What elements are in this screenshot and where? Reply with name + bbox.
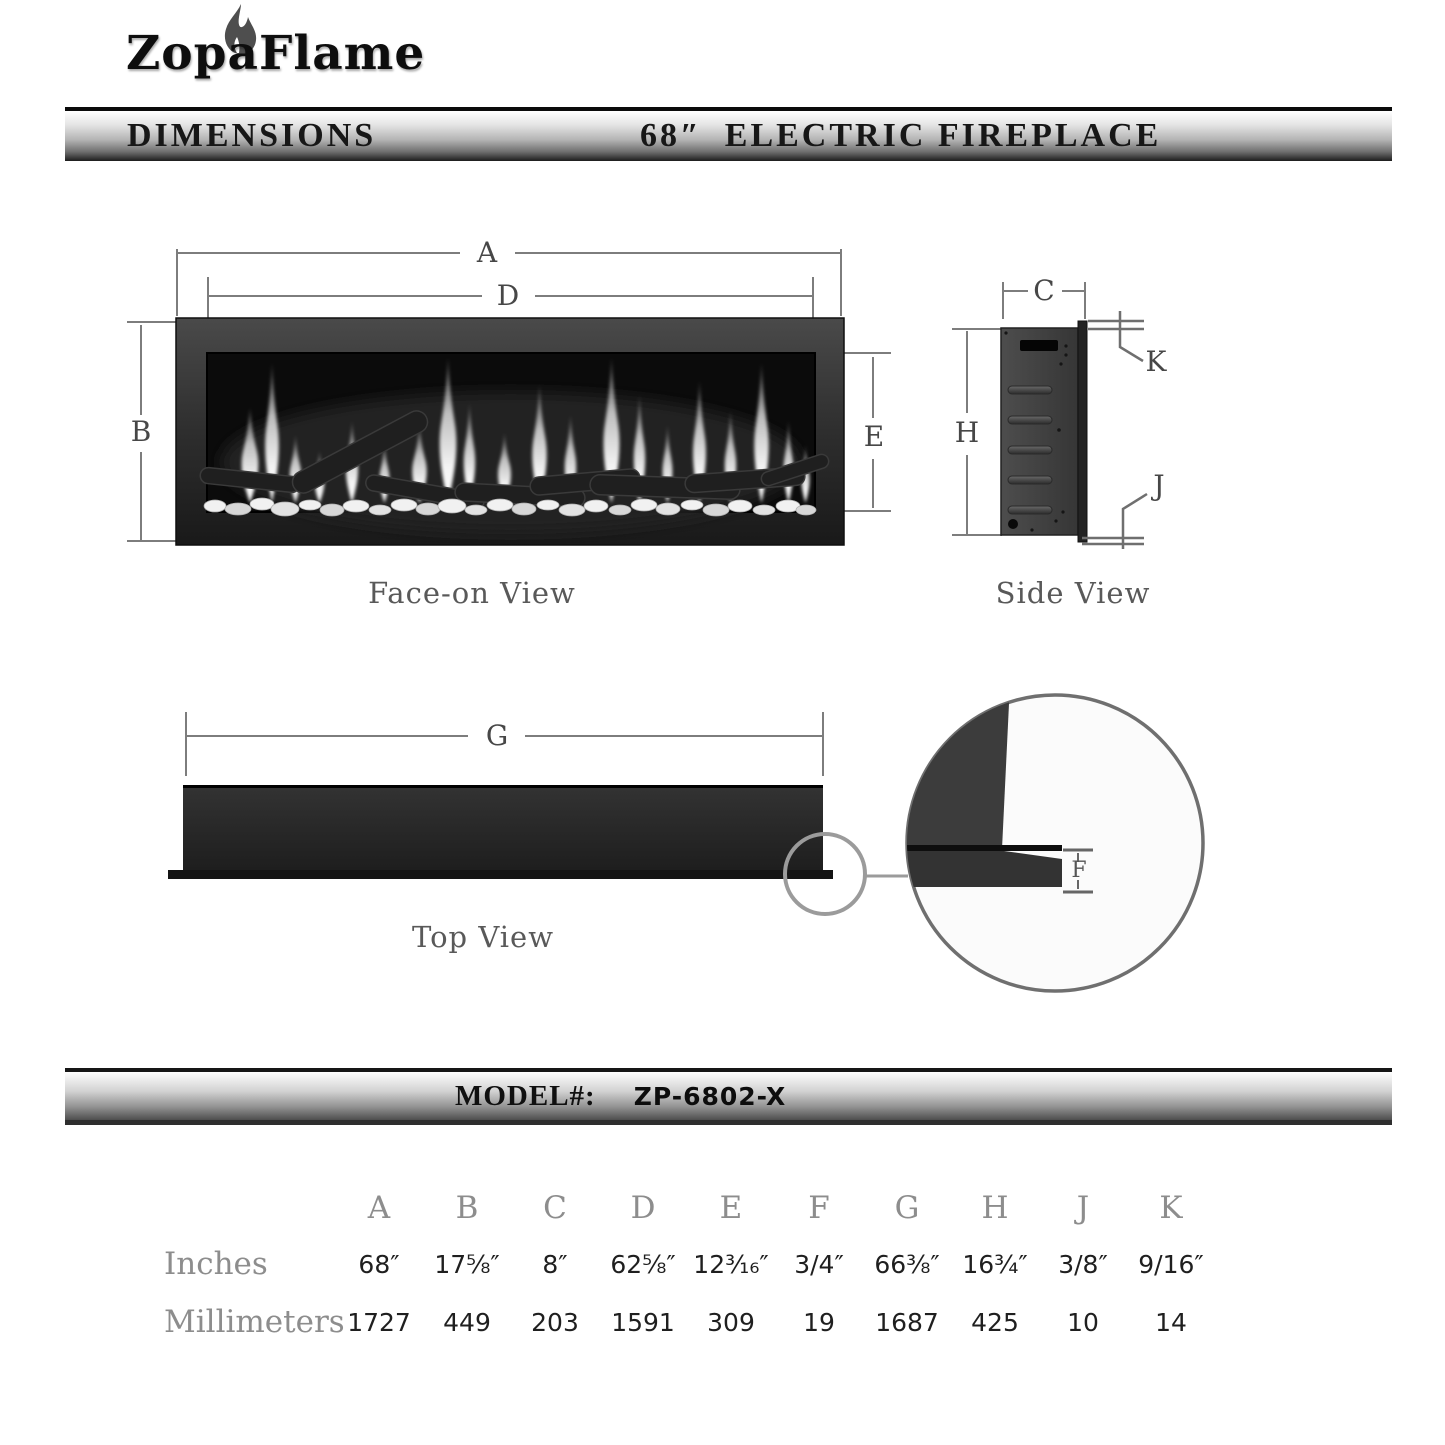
detail-zoom-content	[907, 695, 1062, 887]
dim-label-G: G	[485, 719, 509, 752]
cell-mm-D: 1591	[611, 1307, 675, 1337]
dim-label-E: E	[863, 420, 885, 453]
col-header-D: D	[630, 1190, 656, 1226]
col-header-E: E	[719, 1190, 743, 1226]
dim-E-lines	[843, 352, 891, 512]
dim-C-lines	[1002, 282, 1086, 319]
side-vent-slot	[1020, 340, 1058, 351]
header-bar: DIMENSIONS 68″ ELECTRIC FIREPLACE	[65, 107, 1392, 161]
top-flange	[168, 870, 833, 879]
detail-marker-circle	[783, 832, 867, 916]
col-header-F: F	[808, 1190, 830, 1226]
top-view	[168, 693, 1205, 993]
dim-H-lines	[952, 328, 1002, 536]
dim-G-lines	[185, 712, 824, 776]
cell-inches-C: 8″	[542, 1249, 568, 1279]
side-power-port	[1008, 519, 1018, 529]
cell-mm-G: 1687	[875, 1307, 939, 1337]
dim-label-C: C	[1033, 274, 1055, 307]
side-view	[952, 282, 1148, 549]
product-title: 68″ ELECTRIC FIREPLACE	[640, 117, 1162, 154]
cell-mm-J: 10	[1067, 1307, 1099, 1337]
cell-inches-B: 17⁵⁄₈″	[434, 1249, 500, 1279]
model-number-label: MODEL#:	[455, 1079, 596, 1112]
logs	[199, 410, 830, 510]
caption-face-on-view: Face-on View	[368, 576, 576, 610]
dim-label-A: A	[476, 236, 498, 269]
dim-B-lines	[127, 321, 182, 542]
dim-K-leader	[1088, 311, 1144, 363]
flame-icon	[224, 4, 257, 55]
dim-label-F: F	[1071, 858, 1087, 883]
side-louvers	[1007, 385, 1053, 515]
dim-label-K: K	[1145, 345, 1167, 378]
caption-side-view: Side View	[995, 576, 1151, 610]
brand-logo: ZopaFlame	[126, 26, 426, 81]
cell-mm-F: 19	[803, 1307, 835, 1337]
page-title: DIMENSIONS	[127, 117, 377, 154]
cell-mm-K: 14	[1155, 1307, 1187, 1337]
cell-mm-H: 425	[971, 1307, 1019, 1337]
cell-inches-A: 68″	[358, 1249, 400, 1279]
top-body	[183, 785, 823, 870]
cell-inches-F: 3/4″	[794, 1249, 844, 1279]
dim-A-lines	[176, 249, 842, 316]
side-body	[1000, 327, 1079, 536]
dim-label-J: J	[1153, 469, 1165, 502]
cell-inches-G: 66³⁄₈″	[874, 1249, 940, 1279]
cell-inches-J: 3/8″	[1058, 1249, 1108, 1279]
col-header-J: J	[1076, 1190, 1090, 1226]
cell-inches-E: 12³⁄₁₆″	[693, 1249, 769, 1279]
flame-notch	[234, 37, 240, 53]
dim-J-leader	[1082, 492, 1148, 549]
face-on-view	[127, 249, 891, 546]
dimensions-table: A B C D E F G H J K Inches 68″ 17⁵⁄₈″ 8″…	[150, 1183, 1215, 1349]
side-front-flange	[1077, 320, 1088, 543]
cell-mm-E: 309	[707, 1307, 755, 1337]
col-header-H: H	[981, 1190, 1009, 1226]
dim-label-H: H	[954, 416, 980, 449]
dim-label-B: B	[130, 415, 152, 448]
flame-shape	[224, 4, 257, 55]
table-corner-cell	[150, 1183, 335, 1233]
col-header-B: B	[455, 1190, 479, 1226]
dim-F-lines	[1063, 848, 1093, 894]
dim-label-D: D	[496, 279, 520, 312]
row-label-millimeters: Millimeters	[164, 1304, 345, 1340]
row-label-inches: Inches	[164, 1246, 268, 1282]
side-screws	[1004, 331, 1068, 532]
cell-mm-C: 203	[531, 1307, 579, 1337]
cell-mm-B: 449	[443, 1307, 491, 1337]
cell-inches-H: 16³⁄₄″	[962, 1249, 1028, 1279]
caption-top-view: Top View	[411, 920, 555, 954]
col-header-A: A	[367, 1190, 391, 1226]
cell-mm-A: 1727	[347, 1307, 411, 1337]
col-header-C: C	[543, 1190, 567, 1226]
cell-inches-D: 62⁵⁄₈″	[610, 1249, 676, 1279]
model-bar: MODEL#: ZP-6802-X	[65, 1068, 1392, 1125]
model-number-value: ZP-6802-X	[633, 1081, 787, 1111]
pebbles	[203, 497, 817, 517]
col-header-G: G	[894, 1190, 920, 1226]
col-header-K: K	[1159, 1190, 1183, 1226]
cell-inches-K: 9/16″	[1138, 1249, 1204, 1279]
